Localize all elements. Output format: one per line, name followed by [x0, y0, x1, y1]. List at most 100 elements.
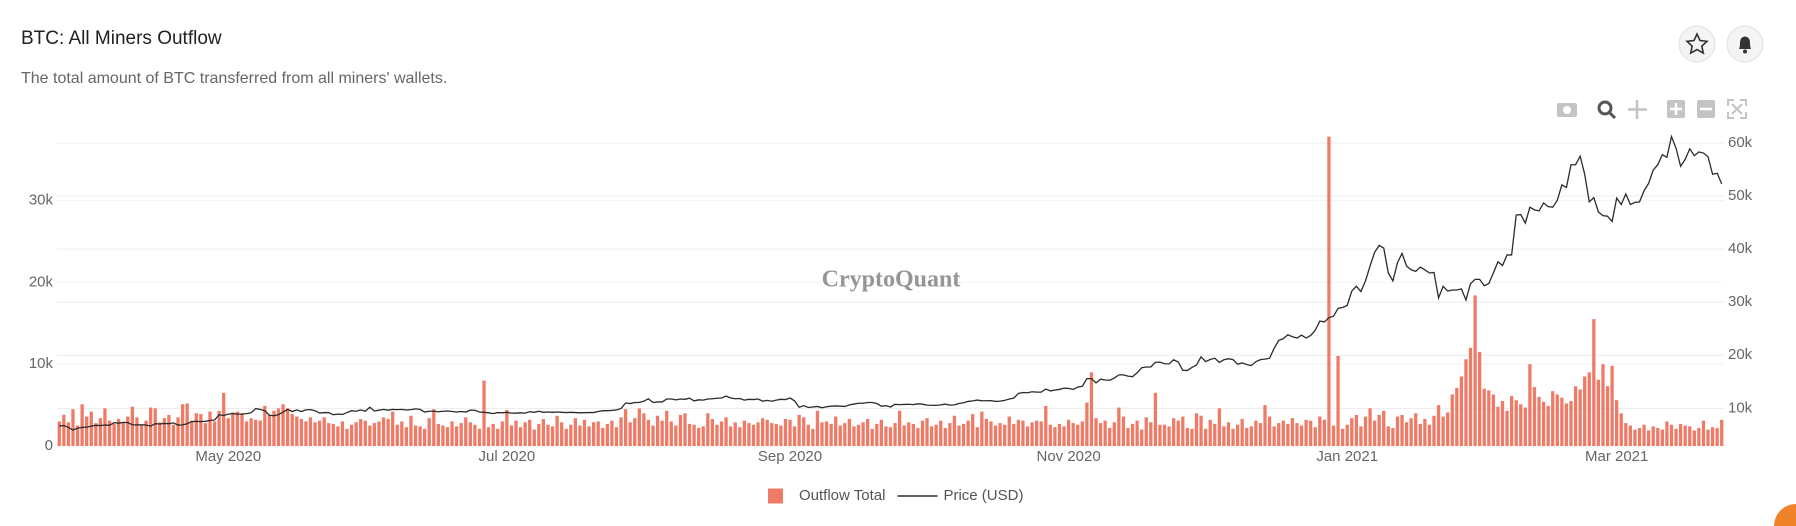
- bar: [573, 418, 578, 446]
- bar: [62, 414, 66, 446]
- bar: [897, 410, 902, 446]
- chat-launcher[interactable]: [1774, 504, 1796, 526]
- legend-label: Price (USD): [943, 487, 1023, 504]
- legend-item[interactable]: Price (USD): [897, 487, 1023, 504]
- bar: [135, 417, 139, 446]
- legend-label: Outflow Total: [799, 487, 885, 504]
- bar: [1519, 404, 1523, 446]
- bar: [929, 426, 934, 446]
- bar: [966, 420, 970, 446]
- bar: [701, 426, 705, 446]
- bar: [423, 428, 427, 446]
- y-tick-label: 10k: [29, 355, 54, 372]
- bar: [569, 424, 573, 446]
- zoom-out-button[interactable]: [1697, 100, 1715, 118]
- bar: [587, 426, 591, 446]
- bar: [1455, 387, 1459, 446]
- bar: [1185, 427, 1190, 446]
- bar: [1331, 425, 1336, 446]
- bar: [1336, 355, 1340, 446]
- bar: [1213, 423, 1217, 446]
- legend: Outflow Total Price (USD): [768, 487, 1023, 504]
- bar: [1341, 428, 1345, 446]
- bar: [1304, 419, 1308, 446]
- bar: [655, 415, 660, 446]
- bar: [1624, 423, 1628, 446]
- bar: [336, 426, 340, 446]
- bar: [578, 425, 582, 446]
- bar: [1610, 365, 1614, 446]
- bar: [971, 414, 975, 446]
- bar: [258, 420, 262, 446]
- bar: [1130, 423, 1135, 446]
- bar: [1701, 420, 1706, 446]
- bar: [194, 413, 198, 446]
- bar: [1066, 419, 1071, 446]
- bar: [482, 380, 486, 446]
- bar: [1628, 425, 1633, 446]
- bar: [1281, 420, 1285, 446]
- bar: [765, 419, 769, 446]
- bar: [464, 417, 468, 446]
- bar: [856, 424, 861, 446]
- bar: [838, 425, 842, 446]
- bar: [1254, 420, 1258, 446]
- bar: [1368, 408, 1372, 446]
- bar: [203, 423, 208, 446]
- legend-swatch: [768, 488, 783, 504]
- bar: [1660, 429, 1664, 446]
- bar: [281, 404, 285, 446]
- bar: [148, 407, 153, 446]
- bar: [1035, 420, 1039, 446]
- legend-item[interactable]: Outflow Total: [768, 487, 885, 504]
- x-tick-label: Nov 2020: [1037, 448, 1101, 465]
- zoom-button[interactable]: [1597, 100, 1617, 120]
- bar: [1551, 391, 1555, 446]
- bar: [619, 417, 623, 446]
- bar: [861, 422, 865, 446]
- bar: [1395, 416, 1400, 446]
- bar: [1619, 413, 1623, 446]
- toolbar: [1557, 99, 1747, 120]
- bar: [824, 421, 829, 446]
- bar: [939, 420, 943, 446]
- bar: [806, 424, 810, 446]
- bar: [1578, 389, 1582, 446]
- zoom-in-button[interactable]: [1667, 100, 1685, 118]
- bar: [1322, 419, 1327, 446]
- bar: [299, 418, 303, 446]
- bar: [560, 422, 564, 446]
- bar: [738, 427, 742, 446]
- bar: [1089, 372, 1094, 446]
- bar: [313, 422, 317, 446]
- bar: [1167, 426, 1171, 446]
- bar: [1149, 422, 1153, 446]
- y2-tick-label: 10k: [1728, 399, 1753, 416]
- bar: [591, 422, 596, 446]
- alert-button[interactable]: [1726, 25, 1764, 63]
- bar: [628, 422, 632, 446]
- bar: [1313, 427, 1317, 446]
- bar: [1085, 402, 1089, 446]
- autoscale-button[interactable]: [1727, 99, 1747, 119]
- bar: [1121, 416, 1126, 446]
- bar: [1021, 420, 1025, 446]
- bar: [957, 425, 961, 446]
- snapshot-button[interactable]: [1557, 103, 1577, 117]
- bar: [902, 425, 906, 446]
- bar: [1400, 414, 1404, 446]
- bar: [208, 411, 212, 446]
- bar: [1642, 424, 1646, 446]
- bar: [1199, 415, 1203, 446]
- bar: [893, 423, 897, 446]
- bar: [989, 421, 993, 446]
- bar: [121, 422, 125, 446]
- bar: [710, 418, 715, 446]
- price-line: [59, 134, 1723, 431]
- pan-button[interactable]: [1628, 100, 1647, 119]
- bar: [1203, 428, 1208, 446]
- bar: [811, 428, 815, 446]
- favorite-button[interactable]: [1678, 25, 1716, 63]
- bar: [381, 417, 386, 446]
